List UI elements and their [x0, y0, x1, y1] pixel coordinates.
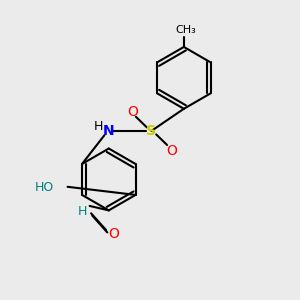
- Text: O: O: [127, 105, 138, 119]
- Text: HO: HO: [35, 181, 54, 194]
- Text: H: H: [94, 120, 103, 133]
- Text: CH₃: CH₃: [175, 25, 196, 35]
- Text: H: H: [78, 205, 88, 218]
- Text: O: O: [108, 227, 119, 241]
- Text: O: O: [167, 144, 178, 158]
- Text: N: N: [103, 124, 115, 138]
- Text: S: S: [146, 124, 157, 138]
